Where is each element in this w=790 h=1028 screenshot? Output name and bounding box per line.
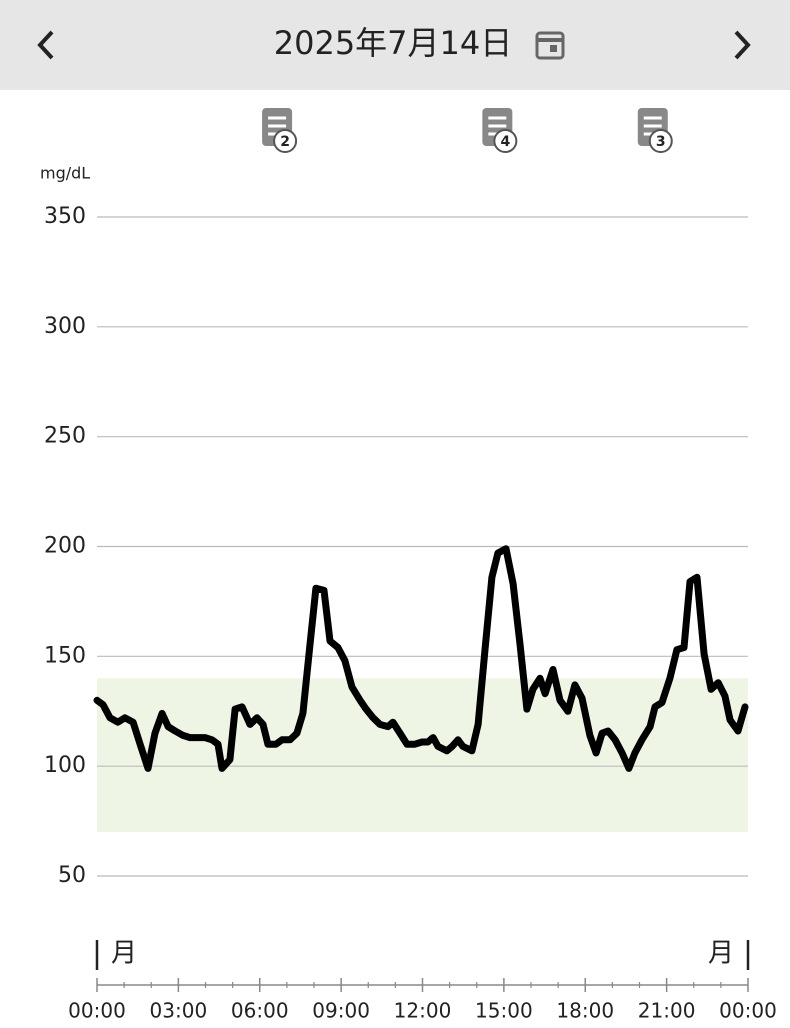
date-title[interactable]: 2025年7月14日: [274, 24, 513, 62]
note-icon[interactable]: 4: [482, 108, 518, 153]
target-range: [97, 678, 748, 833]
note-icon[interactable]: 3: [637, 108, 673, 153]
note-badge: [493, 129, 518, 153]
next-button[interactable]: [734, 30, 751, 60]
header-bar: [0, 0, 790, 90]
prev-button[interactable]: [37, 30, 54, 60]
x-tick-label: 15:00: [475, 999, 533, 1023]
x-tick-label: 06:00: [231, 999, 289, 1023]
x-tick-label: 00:00: [68, 999, 126, 1023]
glucose-line: [93, 545, 749, 772]
x-tick-label: 18:00: [556, 999, 614, 1023]
note-badge: [273, 129, 298, 153]
note-icon[interactable]: 2: [262, 108, 298, 153]
note-count: 3: [656, 134, 666, 150]
y-tick-label: 200: [44, 534, 86, 559]
y-tick-label: 350: [44, 204, 86, 229]
x-tick-label: 00:00: [719, 999, 777, 1023]
y-tick-label: 250: [44, 424, 86, 449]
note-count: 4: [500, 134, 510, 150]
day-marker-label: 月: [708, 939, 734, 969]
x-tick-label: 09:00: [312, 999, 370, 1023]
y-tick-label: 150: [44, 643, 86, 668]
day-marker-label: 月: [111, 939, 137, 969]
y-tick-label: 50: [58, 863, 86, 888]
y-tick-label: 300: [44, 314, 86, 339]
unit-label: mg/dL: [40, 164, 90, 183]
x-tick-label: 12:00: [394, 999, 452, 1023]
x-tick-label: 03:00: [150, 999, 208, 1023]
note-count: 2: [280, 134, 290, 150]
x-tick-label: 21:00: [638, 999, 696, 1023]
calendar-icon[interactable]: [535, 31, 565, 60]
note-badge: [648, 129, 673, 153]
y-tick-label: 100: [44, 753, 86, 778]
